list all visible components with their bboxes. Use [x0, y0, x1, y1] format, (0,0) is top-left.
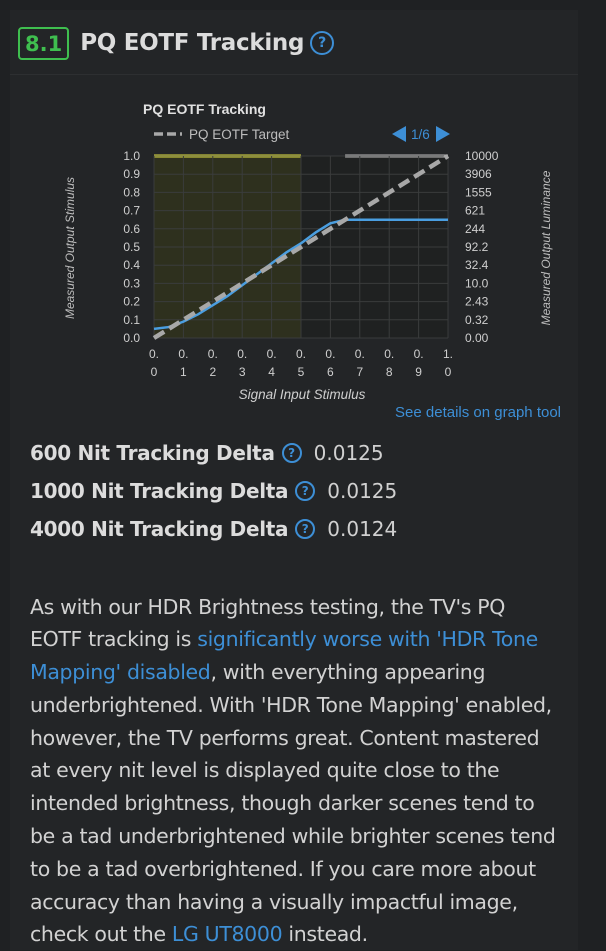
x-tick-label: 5: [298, 365, 305, 379]
y2-tick-label: 3906: [465, 167, 492, 181]
legend-target: PQ EOTF Target: [154, 127, 290, 142]
x-axis-label: Signal Input Stimulus: [239, 387, 366, 402]
x-tick-label: 7: [356, 365, 363, 379]
y-tick-label: 0.3: [123, 276, 140, 290]
x-tick-label: 0: [445, 365, 452, 379]
delta-row-4000: 4000 Nit Tracking Delta ? 0.0124: [30, 510, 397, 548]
delta-value: 0.0124: [327, 517, 397, 541]
y-tick-label: 1.0: [123, 149, 140, 163]
section-header: 8.1 PQ EOTF Tracking ?: [18, 26, 334, 60]
section-number-badge: 8.1: [18, 27, 69, 60]
lg-ut8000-link[interactable]: LG UT8000: [172, 922, 282, 946]
tracking-deltas: 600 Nit Tracking Delta ? 0.0125 1000 Nit…: [30, 434, 397, 548]
y2-tick-label: 1555: [465, 185, 492, 199]
pager-next-icon[interactable]: [436, 126, 450, 142]
y-tick-label: 0.2: [123, 295, 140, 309]
x-tick-label: 0: [151, 365, 158, 379]
eotf-chart: PQ EOTF Tracking PQ EOTF Target 1/6 Meas…: [48, 86, 568, 406]
pager-label: 1/6: [411, 127, 430, 142]
y-tick-label: 0.9: [123, 167, 140, 181]
y-tick-label: 0.6: [123, 222, 140, 236]
x-tick-label: 0.: [237, 347, 247, 361]
y-tick-label: 0.5: [123, 240, 140, 254]
section-title: PQ EOTF Tracking: [80, 30, 304, 56]
x-tick-label: 0.: [178, 347, 188, 361]
pager-prev-icon[interactable]: [392, 126, 406, 142]
y2-tick-label: 621: [465, 204, 485, 218]
delta-value: 0.0125: [327, 479, 397, 503]
delta-label: 1000 Nit Tracking Delta: [30, 479, 288, 503]
delta-value: 0.0125: [314, 441, 384, 465]
y-tick-label: 0.7: [123, 204, 140, 218]
delta-row-1000: 1000 Nit Tracking Delta ? 0.0125: [30, 472, 397, 510]
x-tick-label: 0.: [267, 347, 277, 361]
y2-tick-label: 2.43: [465, 295, 489, 309]
y2-tick-label: 32.4: [465, 258, 489, 272]
chart-pager[interactable]: 1/6: [392, 126, 450, 142]
review-paragraph: As with our HDR Brightness testing, the …: [30, 591, 560, 951]
delta-label: 600 Nit Tracking Delta: [30, 441, 275, 465]
x-tick-label: 4: [268, 365, 275, 379]
y2-tick-label: 92.2: [465, 240, 489, 254]
y-tick-label: 0.4: [123, 258, 140, 272]
graph-tool-link[interactable]: See details on graph tool: [395, 404, 561, 421]
x-tick-label: 1.: [443, 347, 453, 361]
chart-title: PQ EOTF Tracking: [143, 101, 266, 117]
y2-tick-label: 0.00: [465, 331, 489, 345]
y-tick-label: 0.0: [123, 331, 140, 345]
x-tick-label: 0.: [384, 347, 394, 361]
x-tick-label: 0.: [414, 347, 424, 361]
question-circle-icon[interactable]: ?: [295, 519, 315, 539]
x-tick-label: 0.: [149, 347, 159, 361]
x-tick-label: 0.: [355, 347, 365, 361]
delta-label: 4000 Nit Tracking Delta: [30, 517, 288, 541]
x-tick-label: 3: [239, 365, 246, 379]
question-circle-icon[interactable]: ?: [295, 481, 315, 501]
y-tick-label: 0.1: [123, 313, 140, 327]
x-tick-label: 6: [327, 365, 334, 379]
paragraph-text: , with everything appearing underbrighte…: [30, 660, 556, 946]
x-tick-label: 2: [209, 365, 216, 379]
y2-tick-label: 10.0: [465, 276, 489, 290]
test-section-panel: 8.1 PQ EOTF Tracking ? PQ EOTF Tracking …: [10, 10, 578, 950]
y2-tick-label: 0.32: [465, 313, 489, 327]
y-tick-label: 0.8: [123, 185, 140, 199]
delta-row-600: 600 Nit Tracking Delta ? 0.0125: [30, 434, 397, 472]
question-circle-icon[interactable]: ?: [282, 443, 302, 463]
x-tick-label: 0.: [325, 347, 335, 361]
eotf-chart-svg: PQ EOTF Tracking PQ EOTF Target 1/6 Meas…: [48, 86, 568, 406]
header-divider: [10, 74, 578, 75]
left-axis-label: Measured Output Stimulus: [63, 177, 77, 319]
y2-tick-label: 244: [465, 222, 485, 236]
x-tick-label: 8: [386, 365, 393, 379]
x-tick-label: 0.: [208, 347, 218, 361]
paragraph-text: instead.: [282, 922, 367, 946]
x-tick-label: 9: [415, 365, 422, 379]
y2-tick-label: 10000: [465, 149, 499, 163]
x-tick-label: 0.: [296, 347, 306, 361]
right-axis-label: Measured Output Luminance: [539, 170, 553, 325]
legend-target-label: PQ EOTF Target: [189, 127, 290, 142]
question-circle-icon[interactable]: ?: [310, 31, 334, 55]
x-tick-label: 1: [180, 365, 187, 379]
